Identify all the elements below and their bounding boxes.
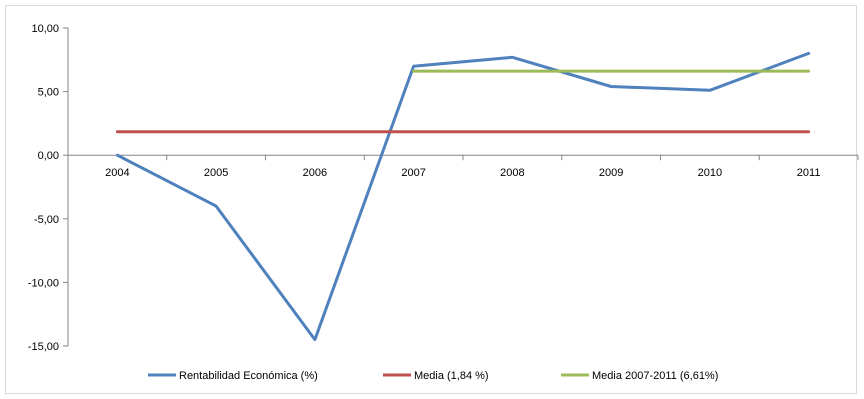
x-tick-label: 2009 bbox=[599, 167, 623, 179]
series-line-1 bbox=[115, 51, 811, 342]
y-tick-label: 10,00 bbox=[31, 23, 59, 35]
x-tick-label: 2011 bbox=[797, 167, 821, 179]
legend: Rentabilidad Económica (%) Media (1,84 %)… bbox=[148, 370, 718, 382]
series-layer bbox=[115, 51, 811, 342]
legend-label: Media (1,84 %) bbox=[414, 370, 489, 382]
y-tick-label: 5,00 bbox=[38, 87, 59, 99]
legend-label: Media 2007-2011 (6,61%) bbox=[592, 370, 718, 382]
x-tick-label: 2008 bbox=[500, 167, 524, 179]
x-tick-label: 2004 bbox=[105, 167, 129, 179]
legend-label: Rentabilidad Económica (%) bbox=[179, 370, 318, 382]
y-tick-label: -15,00 bbox=[28, 341, 59, 353]
x-tick-label: 2007 bbox=[401, 167, 425, 179]
x-tick-label: 2005 bbox=[204, 167, 228, 179]
y-tick-label: 0,00 bbox=[38, 150, 59, 162]
chart-frame bbox=[5, 5, 857, 394]
y-tick-label: -5,00 bbox=[34, 214, 59, 226]
x-tick-label: 2006 bbox=[303, 167, 327, 179]
y-tick-label: -10,00 bbox=[28, 277, 59, 289]
x-tick-label: 2010 bbox=[698, 167, 722, 179]
axes: 10,00 5,00 0,00 -5,00 -10,00 -15,00 2004 2005 20… bbox=[28, 23, 859, 353]
